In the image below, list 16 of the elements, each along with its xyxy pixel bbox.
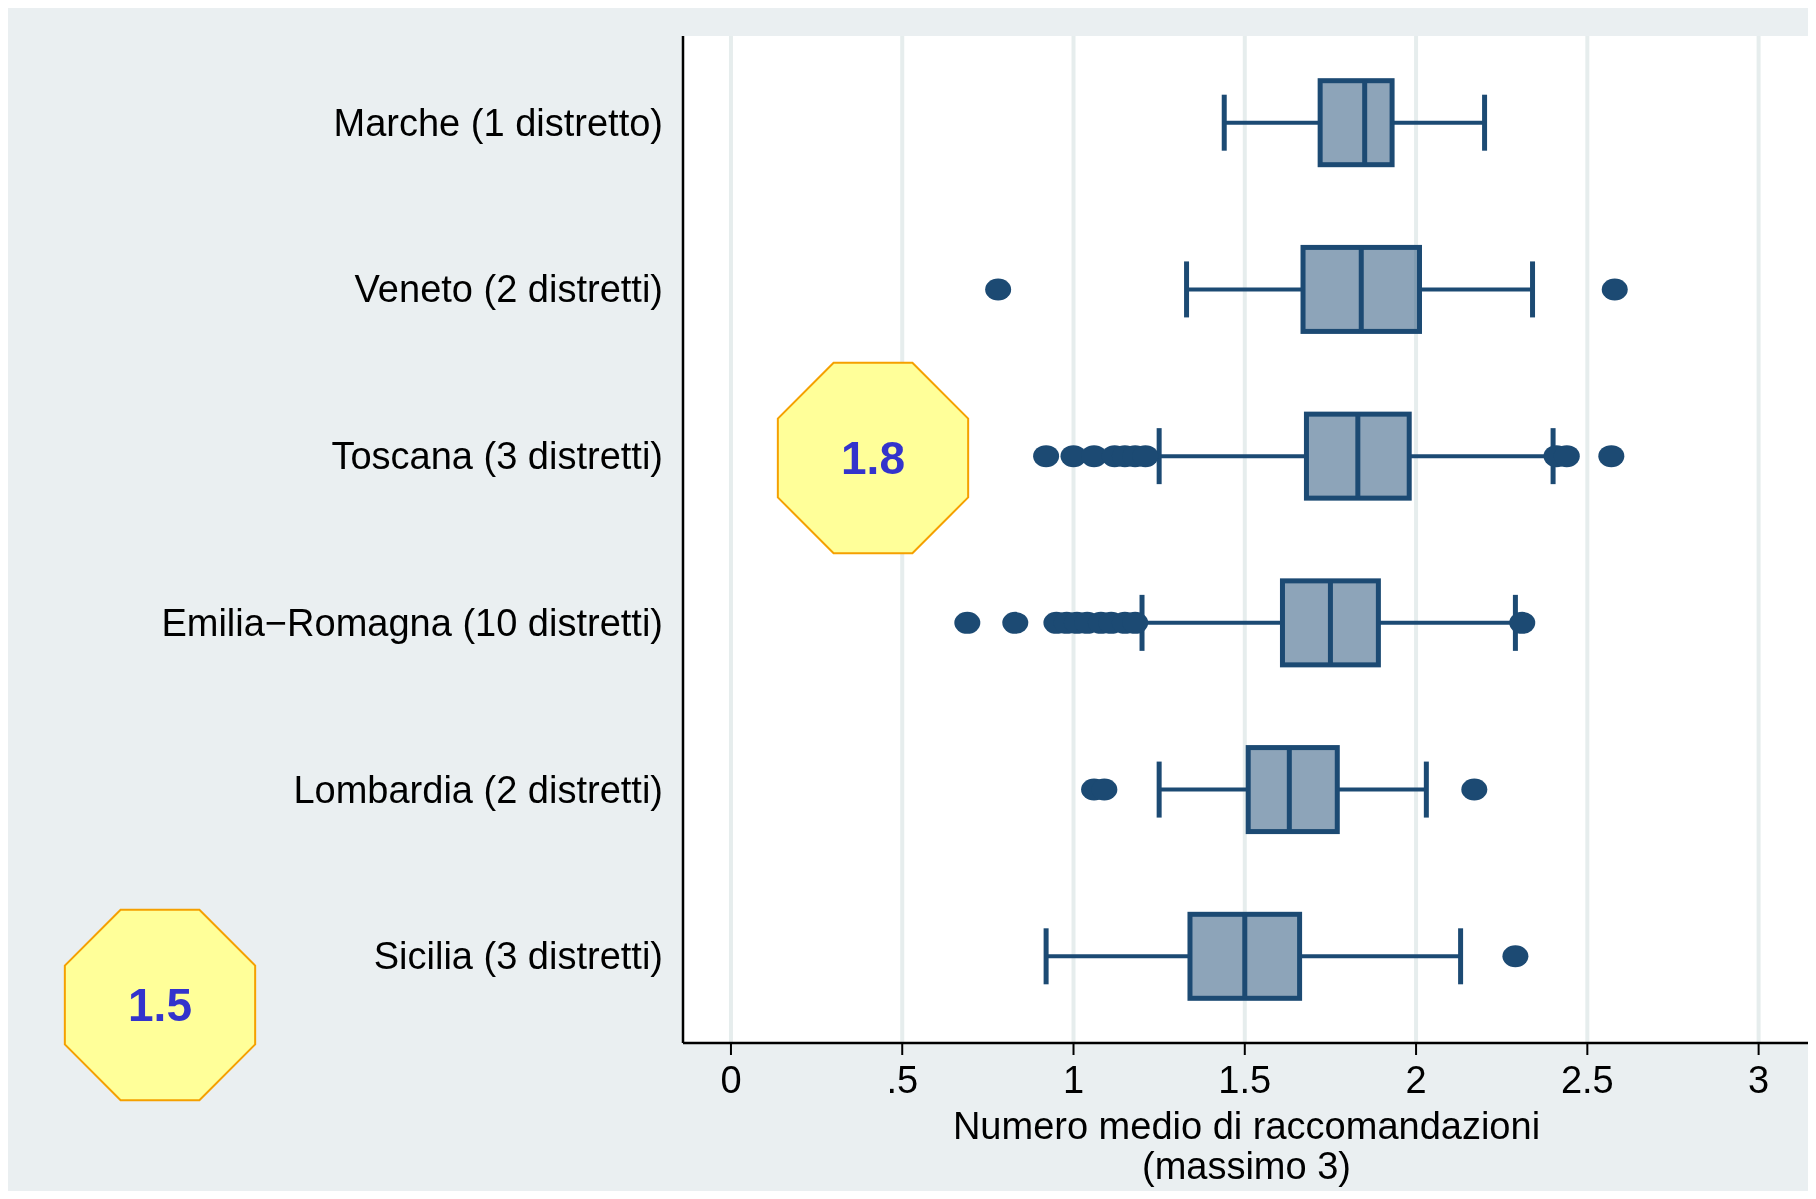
x-tick-label: .5 [886, 1059, 919, 1101]
text: 1.5 [128, 979, 192, 1031]
x-tick-label: 1.5 [1218, 1059, 1272, 1101]
x-tick-label: 2.5 [1560, 1059, 1614, 1101]
y-tick-label: Sicilia (3 distretti) [373, 935, 663, 978]
y-tick-label: Marche (1 distretto) [333, 101, 663, 144]
y-tick-label: Toscana (3 distretti) [331, 435, 663, 478]
x-tick-label: 3 [1748, 1059, 1770, 1101]
x-axis-title: Numero medio di raccomandazioni (massimo 3) [952, 1105, 1541, 1187]
x-tick-label: 1 [1062, 1059, 1085, 1101]
y-tick-label: Veneto (2 distretti) [354, 268, 663, 311]
y-tick-label: Lombardia (2 distretti) [293, 768, 663, 811]
x-tick-label: 0 [720, 1059, 742, 1101]
annotation: 1.8 [841, 432, 905, 484]
y-tick-label: Emilia−Romagna (10 distretti) [161, 601, 663, 644]
x-tick-label: 2 [1405, 1059, 1427, 1101]
